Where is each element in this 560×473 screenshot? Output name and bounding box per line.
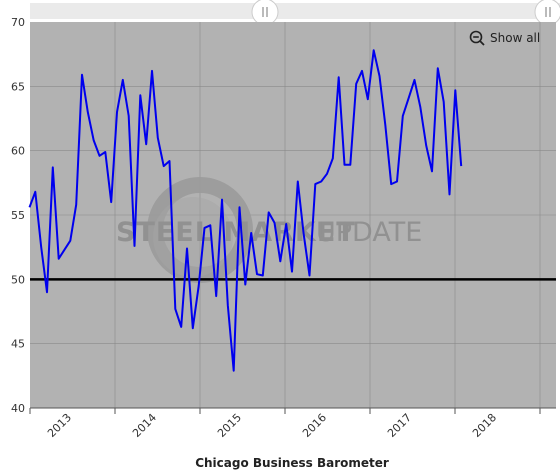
zoom-out-icon: [469, 30, 485, 46]
x-tick-label: 2017: [385, 411, 414, 440]
grid-lines: [30, 22, 556, 408]
navigator-handle-left[interactable]: [251, 0, 279, 26]
y-tick-label: 45: [11, 338, 25, 351]
x-tick-label: 2016: [300, 411, 329, 440]
watermark-logo: STEEL MARKET UPDATE: [116, 177, 422, 283]
x-tick-label: 2018: [470, 411, 499, 440]
show-all-label: Show all: [490, 31, 541, 45]
y-axis: 40 45 50 55 60 65 70: [11, 16, 25, 415]
y-tick-label: 60: [11, 145, 25, 158]
y-tick-label: 50: [11, 273, 25, 286]
x-tick-label: 2014: [130, 411, 159, 440]
x-axis: 2013 2014 2015 2016 2017 2018: [29, 407, 556, 440]
series-line: [28, 49, 463, 372]
y-tick-label: 65: [11, 80, 25, 93]
y-tick-label: 40: [11, 402, 25, 415]
x-axis-label: Chicago Business Barometer: [195, 456, 389, 470]
show-all-button[interactable]: Show all: [469, 27, 540, 49]
y-tick-label: 70: [11, 16, 25, 29]
watermark-text-main: STEEL MARKET: [116, 217, 356, 248]
navigator-handle-right[interactable]: [534, 0, 560, 26]
navigator-scrollbar-track[interactable]: [30, 3, 560, 19]
x-tick-label: 2013: [45, 411, 74, 440]
x-tick-label: 2015: [215, 411, 244, 440]
watermark-text-secondary: UPDATE: [316, 217, 422, 248]
y-tick-label: 55: [11, 209, 25, 222]
